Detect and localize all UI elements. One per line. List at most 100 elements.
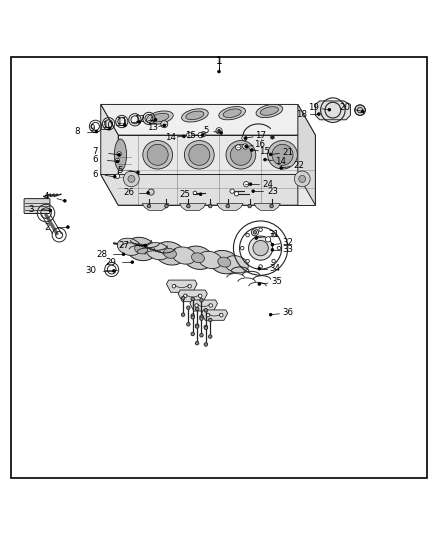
Circle shape xyxy=(201,132,206,137)
Circle shape xyxy=(200,298,203,302)
Ellipse shape xyxy=(155,241,185,265)
Circle shape xyxy=(193,191,197,195)
Circle shape xyxy=(206,313,210,317)
Circle shape xyxy=(116,160,119,163)
Circle shape xyxy=(280,167,283,169)
Polygon shape xyxy=(254,204,280,211)
Ellipse shape xyxy=(260,107,279,115)
Circle shape xyxy=(272,260,276,263)
Ellipse shape xyxy=(189,144,210,165)
Circle shape xyxy=(195,304,198,307)
Circle shape xyxy=(187,306,190,310)
Circle shape xyxy=(202,133,205,135)
Text: 12: 12 xyxy=(134,115,145,124)
Circle shape xyxy=(204,343,208,346)
Circle shape xyxy=(277,246,281,250)
Circle shape xyxy=(172,285,176,288)
Text: 6: 6 xyxy=(93,170,98,179)
Text: 10: 10 xyxy=(102,121,113,130)
Ellipse shape xyxy=(183,246,213,270)
Text: 9: 9 xyxy=(89,124,95,133)
Ellipse shape xyxy=(117,238,141,255)
Circle shape xyxy=(208,318,212,322)
Text: 1: 1 xyxy=(216,55,222,66)
Circle shape xyxy=(200,334,203,337)
Circle shape xyxy=(299,175,306,182)
Text: 5: 5 xyxy=(203,126,208,135)
Circle shape xyxy=(208,335,212,338)
Circle shape xyxy=(219,313,223,317)
Text: 16: 16 xyxy=(254,140,265,149)
Text: 19: 19 xyxy=(308,103,318,112)
Polygon shape xyxy=(101,174,298,205)
Text: 6: 6 xyxy=(93,155,98,164)
Circle shape xyxy=(269,313,272,316)
Circle shape xyxy=(236,145,241,150)
Ellipse shape xyxy=(126,237,156,261)
Text: 4: 4 xyxy=(43,192,49,201)
Circle shape xyxy=(271,135,274,139)
Circle shape xyxy=(258,282,261,285)
Ellipse shape xyxy=(225,256,248,273)
Circle shape xyxy=(199,193,202,196)
Text: 24: 24 xyxy=(262,180,274,189)
Text: 32: 32 xyxy=(283,238,294,247)
Text: 36: 36 xyxy=(283,308,294,317)
Ellipse shape xyxy=(163,248,177,259)
Circle shape xyxy=(115,158,120,163)
Circle shape xyxy=(249,183,252,185)
Circle shape xyxy=(270,204,273,208)
Circle shape xyxy=(124,171,139,187)
Text: 8: 8 xyxy=(74,127,79,136)
Text: 31: 31 xyxy=(268,230,279,239)
Circle shape xyxy=(64,199,66,202)
Ellipse shape xyxy=(182,109,208,122)
Circle shape xyxy=(246,260,249,263)
Text: 5: 5 xyxy=(118,166,123,175)
Ellipse shape xyxy=(209,251,239,274)
Ellipse shape xyxy=(147,144,168,165)
Circle shape xyxy=(122,253,125,255)
Ellipse shape xyxy=(230,144,251,165)
Circle shape xyxy=(294,171,310,187)
Circle shape xyxy=(220,132,223,134)
Ellipse shape xyxy=(191,253,205,263)
Circle shape xyxy=(208,204,212,208)
Ellipse shape xyxy=(249,236,272,260)
Ellipse shape xyxy=(114,139,127,171)
Polygon shape xyxy=(190,300,217,311)
Polygon shape xyxy=(166,280,197,292)
Circle shape xyxy=(259,265,262,268)
Circle shape xyxy=(328,108,331,111)
Text: 15: 15 xyxy=(259,147,271,156)
Text: 34: 34 xyxy=(269,264,281,273)
Circle shape xyxy=(240,246,244,250)
Circle shape xyxy=(272,233,276,237)
Circle shape xyxy=(318,113,320,115)
Circle shape xyxy=(181,296,185,300)
Ellipse shape xyxy=(147,111,173,124)
Polygon shape xyxy=(180,204,206,211)
Polygon shape xyxy=(315,101,350,120)
Text: 1: 1 xyxy=(216,57,222,66)
Circle shape xyxy=(251,149,253,151)
Circle shape xyxy=(251,229,258,236)
Text: 15: 15 xyxy=(185,131,196,140)
Circle shape xyxy=(204,309,208,312)
Ellipse shape xyxy=(143,141,173,169)
Circle shape xyxy=(161,120,168,128)
Circle shape xyxy=(234,191,239,196)
Circle shape xyxy=(195,325,199,328)
Circle shape xyxy=(188,285,191,288)
Circle shape xyxy=(165,204,168,208)
Text: 33: 33 xyxy=(283,245,294,254)
Polygon shape xyxy=(178,290,207,302)
Text: 29: 29 xyxy=(105,257,116,266)
Circle shape xyxy=(243,144,248,149)
Circle shape xyxy=(204,326,208,329)
Circle shape xyxy=(195,342,199,345)
Circle shape xyxy=(183,135,185,138)
Polygon shape xyxy=(217,204,243,211)
Polygon shape xyxy=(101,104,118,205)
Text: 27: 27 xyxy=(118,241,129,250)
